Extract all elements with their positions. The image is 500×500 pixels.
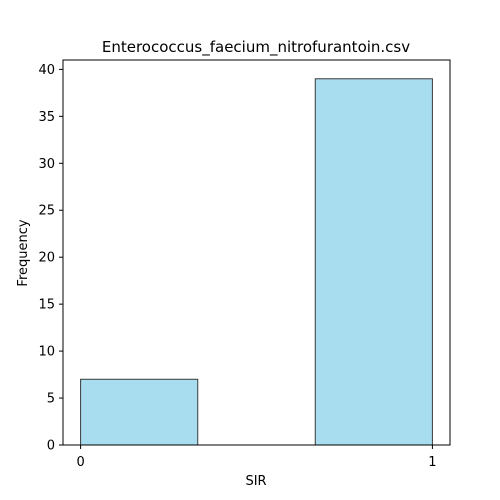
- y-tick-label: 25: [38, 204, 55, 219]
- chart-title: Enterococcus_faecium_nitrofurantoin.csv: [102, 38, 410, 57]
- x-tick-label: 0: [76, 455, 84, 470]
- plot-frame: [62, 59, 451, 446]
- y-tick-label: 0: [47, 439, 55, 454]
- y-tick-label: 10: [38, 345, 55, 360]
- y-axis-label: Frequency: [16, 219, 31, 286]
- x-tick-label: 1: [428, 455, 436, 470]
- y-axis-ticks: 0 5 10 15 20 25 30 35 40: [38, 63, 63, 454]
- y-tick-label: 30: [38, 157, 55, 172]
- bar-0: [80, 378, 199, 446]
- bar-1: [314, 78, 433, 446]
- y-tick-label: 15: [38, 298, 55, 313]
- y-tick-label: 20: [38, 251, 55, 266]
- y-tick-label: 40: [38, 63, 55, 78]
- bars-group: [80, 78, 433, 446]
- y-tick-label: 35: [38, 110, 55, 125]
- x-axis-label: SIR: [245, 474, 266, 489]
- y-tick-label: 5: [47, 392, 55, 407]
